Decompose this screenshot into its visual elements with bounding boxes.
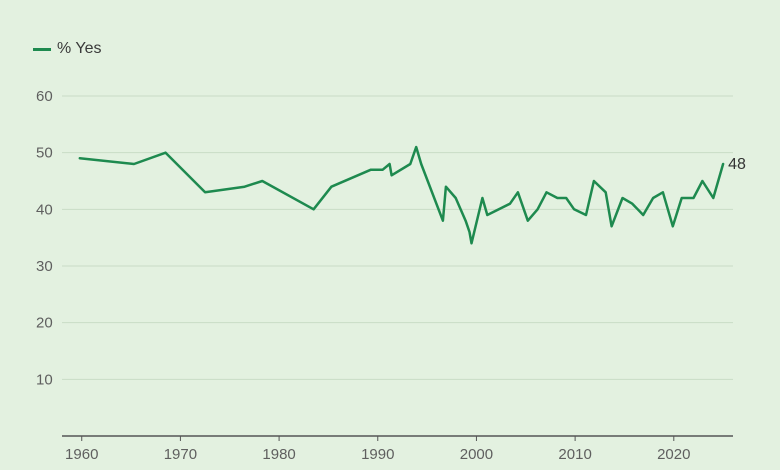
x-tick-label-2000: 2000 [460,446,493,463]
y-tick-label-50: 50 [36,145,53,162]
y-tick-label-30: 30 [36,258,53,275]
y-tick-label-10: 10 [36,371,53,388]
x-tick-label-2020: 2020 [657,446,690,463]
y-tick-label-20: 20 [36,315,53,332]
series-line-0 [78,145,725,245]
y-axis-tick-labels: 10 20 30 40 50 60 [36,88,53,388]
gridlines [62,95,733,380]
x-tick-label-1970: 1970 [164,446,197,463]
legend: % Yes [33,40,101,58]
x-tick-label-1980: 1980 [262,446,295,463]
legend-swatch [33,47,51,51]
x-axis-tick-labels: 1960 1970 1980 1990 2000 2010 2020 [65,436,690,463]
y-tick-label-40: 40 [36,201,53,218]
end-labels: 48 [728,156,746,173]
end-value-label: 48 [728,156,746,173]
x-tick-label-1960: 1960 [65,446,98,463]
series-lines [78,145,725,245]
y-tick-label-60: 60 [36,88,53,105]
x-tick-label-2010: 2010 [558,446,591,463]
legend-label: % Yes [57,40,102,57]
x-tick-label-1990: 1990 [361,446,394,463]
